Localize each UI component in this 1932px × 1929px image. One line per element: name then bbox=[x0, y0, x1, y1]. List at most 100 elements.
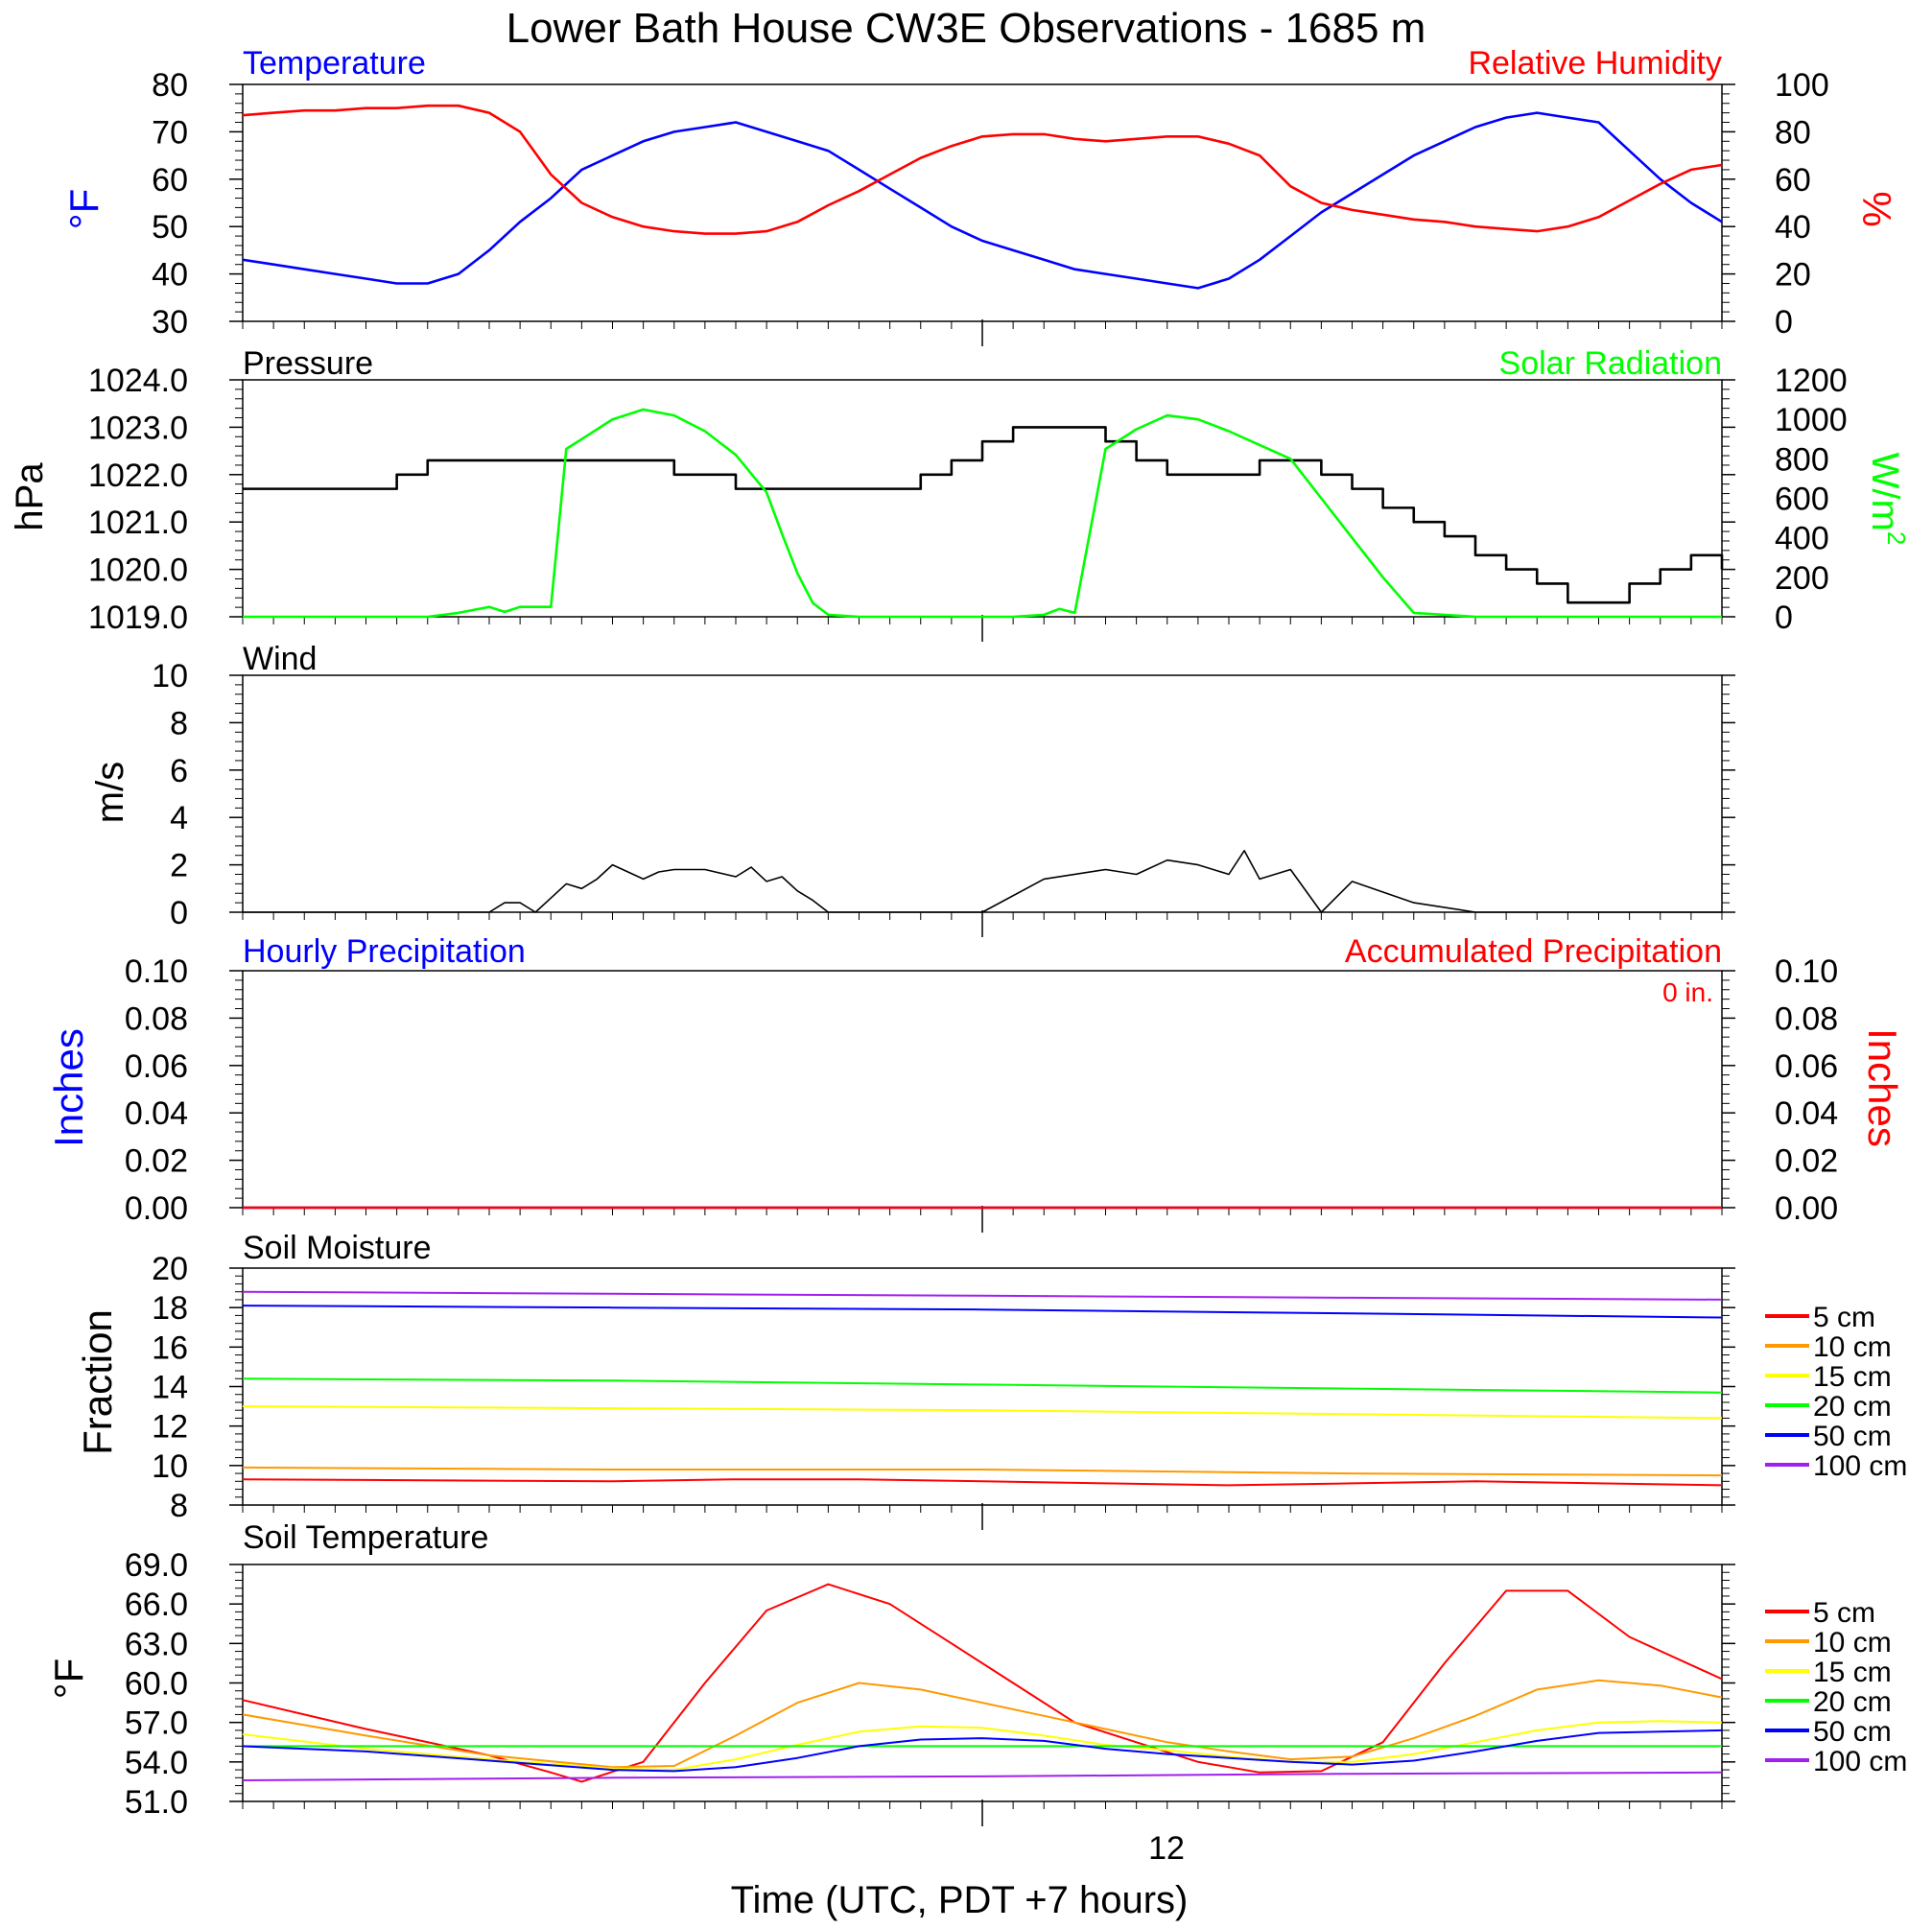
temp-y-tick-label: 30 bbox=[152, 304, 188, 341]
series-line-5-cm bbox=[242, 1478, 1723, 1487]
precip-y2-tick-label: 0.02 bbox=[1775, 1143, 1838, 1180]
humidity-title: Relative Humidity bbox=[1468, 45, 1722, 82]
series-group bbox=[242, 1290, 1723, 1487]
soil_temp-y-tick-label: 63.0 bbox=[125, 1626, 188, 1662]
precip-y-tick-label: 0.02 bbox=[125, 1143, 188, 1180]
soil_moisture-y-tick-label: 8 bbox=[170, 1488, 188, 1524]
pressure-y2-tick-label: 0 bbox=[1775, 600, 1793, 636]
precip-y-tick-label: 0.08 bbox=[125, 1000, 188, 1037]
series-line-pressure bbox=[243, 426, 1724, 604]
temp-y-tick-label: 50 bbox=[152, 209, 188, 246]
accum-precip-annotation: 0 in. bbox=[1662, 977, 1713, 1007]
series-line-10-cm bbox=[242, 1679, 1723, 1769]
legend-label: 50 cm bbox=[1813, 1421, 1892, 1452]
series-line-wind bbox=[243, 850, 1722, 913]
precip-panel: Hourly Precipitation Accumulated Precipi… bbox=[46, 933, 1905, 1227]
wind-frame bbox=[242, 674, 1723, 913]
pressure-y2-tick-label: 1000 bbox=[1775, 402, 1848, 438]
series-line-20-cm bbox=[242, 1377, 1723, 1394]
soil_temp-y-tick-label: 54.0 bbox=[125, 1745, 188, 1781]
series-line-50-cm bbox=[242, 1729, 1723, 1773]
soil_temp-y-tick-label: 66.0 bbox=[125, 1587, 188, 1623]
series-group bbox=[243, 426, 1724, 604]
temp-y2-tick-label: 40 bbox=[1775, 209, 1811, 246]
legend-label: 20 cm bbox=[1813, 1686, 1892, 1718]
solar-title: Solar Radiation bbox=[1499, 345, 1722, 382]
legend-label: 5 cm bbox=[1813, 1302, 1875, 1333]
accum-precip-title: Accumulated Precipitation bbox=[1345, 933, 1722, 970]
pressure-title: Pressure bbox=[243, 345, 373, 382]
pressure-y2-tick-label: 600 bbox=[1775, 482, 1829, 518]
series-line-15-cm bbox=[242, 1720, 1723, 1772]
temperature-unit: °F bbox=[61, 189, 106, 229]
legend-label: 100 cm bbox=[1813, 1746, 1907, 1777]
pressure-y-tick-label: 1020.0 bbox=[88, 553, 188, 589]
series-group bbox=[242, 1583, 1723, 1783]
soil_moisture-y-tick-label: 20 bbox=[152, 1251, 188, 1287]
pressure-frame bbox=[242, 379, 1723, 618]
legend-label: 100 cm bbox=[1813, 1450, 1907, 1482]
wind-y-tick-label: 0 bbox=[170, 895, 188, 931]
series-line-temperature bbox=[242, 111, 1723, 290]
solar-unit-sup: 2 bbox=[1882, 531, 1911, 545]
soil_temp-y-tick-label: 60.0 bbox=[125, 1666, 188, 1703]
legend-label: 5 cm bbox=[1813, 1597, 1875, 1629]
temperature-tick-labels: 30 40 50 60 70 80 bbox=[152, 67, 188, 341]
temp-y2-tick-label: 0 bbox=[1775, 304, 1793, 341]
solar-unit: W/m2 bbox=[1864, 453, 1911, 546]
precip-y2-tick-label: 0.00 bbox=[1775, 1190, 1838, 1227]
temperature-panel: Temperature Relative Humidity °F % 30 40 5… bbox=[61, 45, 1899, 341]
wind-unit: m/s bbox=[89, 762, 131, 823]
soil_moisture-axes-frame bbox=[229, 1267, 1735, 1530]
pressure-unit: hPa bbox=[9, 462, 51, 531]
legend-label: 15 cm bbox=[1813, 1657, 1892, 1688]
pressure-y-tick-label: 1021.0 bbox=[88, 505, 188, 541]
solar-unit-base: W/m bbox=[1864, 453, 1906, 531]
wind-y-tick-label: 6 bbox=[170, 753, 188, 789]
pressure-tick-labels: 1019.0 1020.0 1021.0 1022.0 1023.0 1024.0 bbox=[88, 363, 188, 636]
precip-y2-tick-label: 0.08 bbox=[1775, 1000, 1838, 1037]
legend-label: 20 cm bbox=[1813, 1391, 1892, 1423]
pressure-y2-tick-label: 800 bbox=[1775, 441, 1829, 478]
precip-y2-tick-label: 0.10 bbox=[1775, 953, 1838, 990]
series-line-100-cm bbox=[242, 1290, 1723, 1301]
legend-label: 15 cm bbox=[1813, 1361, 1892, 1393]
pressure-panel: Pressure Solar Radiation hPa W/m2 1019.0… bbox=[9, 345, 1911, 636]
precip-y2-tick-label: 0.06 bbox=[1775, 1048, 1838, 1085]
precip-y-tick-label: 0.00 bbox=[125, 1190, 188, 1227]
pressure-y-tick-label: 1022.0 bbox=[88, 458, 188, 494]
wind-y-tick-label: 8 bbox=[170, 705, 188, 741]
precip-y2-tick-label: 0.04 bbox=[1775, 1095, 1838, 1132]
pressure-y-tick-label: 1024.0 bbox=[88, 363, 188, 399]
series-line-50-cm bbox=[242, 1305, 1723, 1319]
soil_moisture-y-tick-label: 10 bbox=[152, 1448, 188, 1485]
precip-axes-frame bbox=[229, 970, 1735, 1233]
temp-y-tick-label: 40 bbox=[152, 257, 188, 294]
series-line-relative-humidity bbox=[242, 104, 1723, 235]
series-group bbox=[243, 408, 1722, 619]
soil_moisture-y-tick-label: 14 bbox=[152, 1370, 188, 1406]
legend-label: 50 cm bbox=[1813, 1716, 1892, 1748]
temperature-title: Temperature bbox=[243, 45, 426, 82]
precip-y-tick-label: 0.10 bbox=[125, 953, 188, 990]
figure-title: Lower Bath House CW3E Observations - 168… bbox=[507, 5, 1426, 52]
series-line-100-cm bbox=[242, 1771, 1723, 1781]
pressure-y-tick-label: 1023.0 bbox=[88, 410, 188, 446]
series-group bbox=[242, 111, 1723, 290]
pressure-y2-tick-label: 1200 bbox=[1775, 363, 1848, 399]
temp-y2-tick-label: 100 bbox=[1775, 67, 1829, 104]
hourly-precip-tick-labels: 0.00 0.02 0.04 0.06 0.08 0.10 bbox=[125, 953, 188, 1227]
soil_temp-y-tick-label: 51.0 bbox=[125, 1784, 188, 1821]
temp-y2-tick-label: 60 bbox=[1775, 162, 1811, 199]
soil-temp-tick-labels: 51.054.057.060.0 63.066.069.0 bbox=[125, 1547, 188, 1821]
soil_moisture-y-tick-label: 18 bbox=[152, 1290, 188, 1327]
humidity-tick-labels: 0 20 40 60 80 100 bbox=[1775, 67, 1829, 341]
accum-precip-unit: Inches bbox=[1860, 1028, 1905, 1147]
temp-y-tick-label: 60 bbox=[152, 162, 188, 199]
hourly-precip-unit: Inches bbox=[46, 1028, 91, 1147]
